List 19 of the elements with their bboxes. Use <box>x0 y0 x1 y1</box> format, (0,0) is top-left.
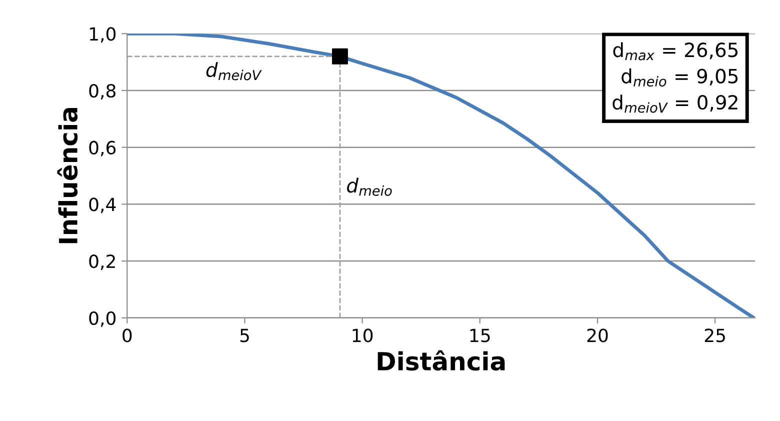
y-tick-label: 1,0 <box>90 27 116 43</box>
ref-line-label: d$_{meioV}$ <box>206 62 262 80</box>
y-tick-label: 0,8 <box>89 84 116 100</box>
x-tick-label: 15 <box>470 328 490 342</box>
x-tick-label: 25 <box>704 328 725 342</box>
x-tick-label: 5 <box>240 328 249 342</box>
x-tick-label: 0 <box>122 328 132 342</box>
y-axis-title: Influência <box>57 108 78 244</box>
y-tick-label: 0,2 <box>89 254 115 270</box>
annotation: d$_{meio}$ = 9,05 <box>622 68 738 87</box>
x-axis-title: Distância <box>378 350 505 371</box>
x-tick-label: 20 <box>587 328 608 342</box>
ref-line-label: d$_{meio}$ <box>347 178 392 196</box>
annotation: d$_{max}$ = 26,65 <box>613 42 738 60</box>
y-tick-label: 0,0 <box>89 311 116 327</box>
x-tick-label: 10 <box>352 328 373 342</box>
y-tick-label: 0,6 <box>89 140 116 156</box>
y-tick-label: 0,4 <box>89 198 116 214</box>
annotation: d$_{meioV}$ = 0,92 <box>612 94 738 113</box>
